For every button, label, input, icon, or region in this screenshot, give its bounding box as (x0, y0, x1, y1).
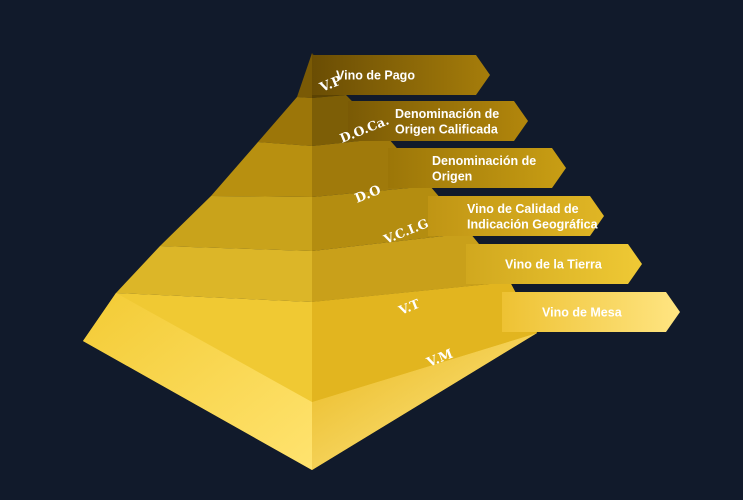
arrow-level-2: Denominación de Origen Calificada (348, 101, 528, 141)
level-4-label-line-1: Vino de Calidad de (467, 202, 579, 216)
pyramid-level-6-upper-right-face (312, 282, 537, 402)
level-2-label-line-2: Origen Calificada (395, 123, 499, 137)
arrow-shape (466, 244, 642, 284)
level-6-label-line-1: Vino de Mesa (542, 306, 623, 320)
pyramid-level-2-left-face (258, 97, 312, 146)
arrow-level-6: Vino de Mesa (502, 292, 680, 332)
arrow-shape (388, 148, 566, 188)
arrow-level-1: Vino de Pago (312, 55, 490, 95)
level-5-label-line-1: Vino de la Tierra (505, 258, 603, 272)
pyramid-level-1-left-face (297, 53, 312, 98)
arrow-shape (502, 292, 680, 332)
level-2-label-line-1: Denominación de (395, 107, 499, 121)
arrow-level-4: Vino de Calidad de Indicación Geográfica (428, 196, 604, 236)
arrow-level-3: Denominación de Origen (388, 148, 566, 188)
arrow-shape (348, 101, 528, 141)
arrow-shape (312, 55, 490, 95)
level-4-label-line-2: Indicación Geográfica (467, 218, 599, 232)
pyramid-level-5-right-face (312, 233, 510, 302)
level-3-label-line-1: Denominación de (432, 154, 536, 168)
pyramid-level-3-left-face (211, 142, 312, 197)
pyramid-level-5-left-face (116, 246, 312, 302)
pyramid-base-left-face (83, 293, 312, 470)
pyramid-level-4-left-face (160, 196, 312, 251)
label-arrows: Vino de Pago Denominación de Origen Califi… (312, 55, 680, 332)
level-3-label-line-2: Origen (432, 170, 472, 184)
pyramid-base-right-face (312, 333, 537, 470)
level-1-label-line-1: Vino de Pago (336, 69, 415, 83)
arrow-level-5: Vino de la Tierra (466, 244, 642, 284)
arrow-shape (428, 196, 604, 236)
